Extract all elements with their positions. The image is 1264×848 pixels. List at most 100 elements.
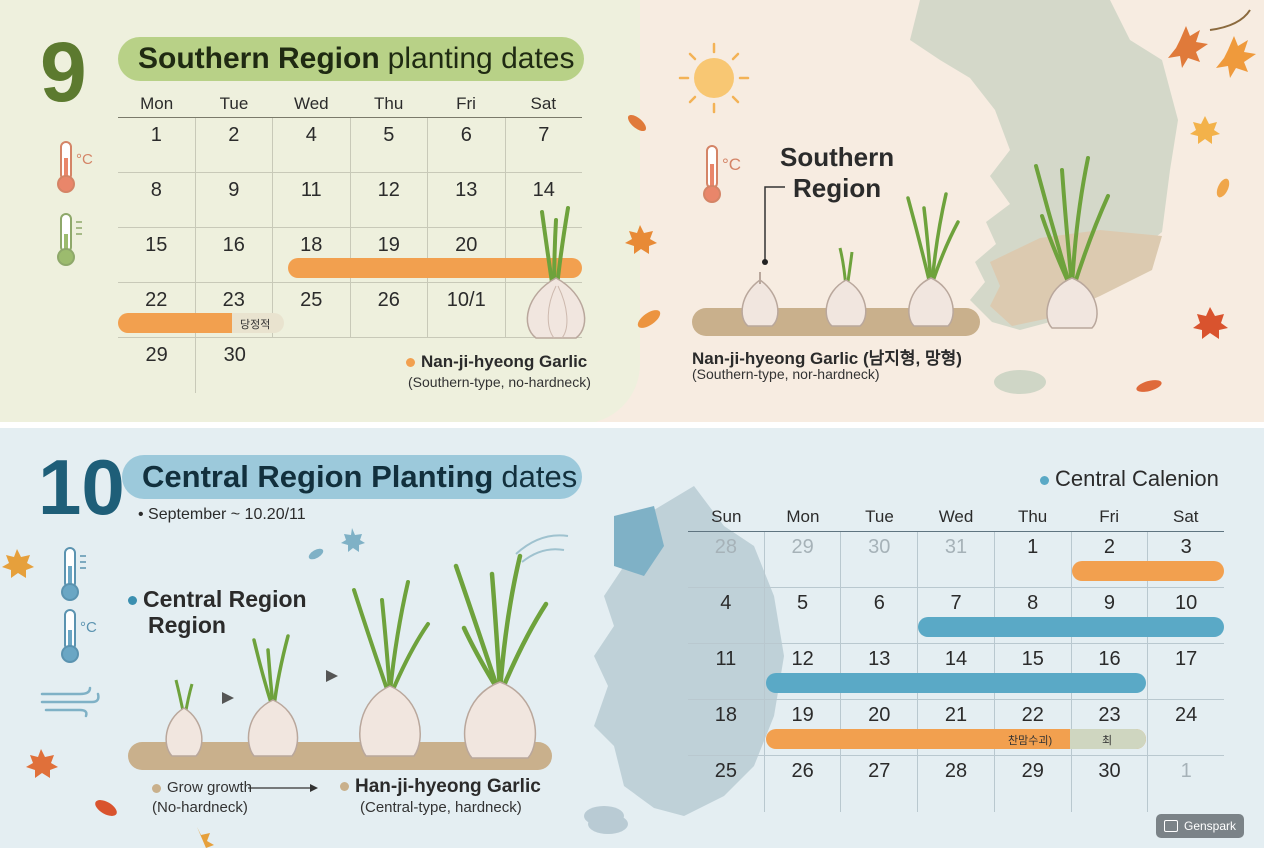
garlic-bulb-icon <box>352 580 430 757</box>
maple-leaf-icon <box>1193 307 1228 339</box>
grow-label: Grow growth <box>152 779 252 796</box>
celsius-label: °C <box>722 155 741 174</box>
maple-leaf-icon <box>2 549 34 578</box>
planting-period-bar <box>1072 561 1224 581</box>
weekday-thu: Thu <box>1017 507 1048 526</box>
calendar-day-cell: 12 <box>763 644 841 699</box>
southern-planting-title: Southern Region planting dates <box>118 37 584 81</box>
calendar-day-cell: 14 <box>917 644 994 699</box>
legend-subtitle: (Southern-type, no-hardneck) <box>408 374 591 390</box>
garlic-bulb-icon <box>1034 156 1110 329</box>
calendar-day-cell: 30 <box>195 338 273 393</box>
calendar-day-cell: 6 <box>840 588 917 643</box>
calendar-day-cell: 17 <box>1147 644 1224 699</box>
weekday-tue: Tue <box>219 94 249 113</box>
celsius-label: °C <box>76 151 93 168</box>
calendar-week-row: 15 16 18 19 20 <box>118 228 582 283</box>
title-rest: planting dates <box>387 42 575 75</box>
calendar-day-cell: 28 <box>714 536 737 558</box>
garlic-bulb-icon <box>825 247 867 327</box>
calendar-day-cell <box>504 283 583 337</box>
southern-map-legend-sub: (Southern-type, nor-hardneck) <box>692 366 880 382</box>
note-tag <box>232 313 284 333</box>
central-garlic-legend: Han-ji-hyeong Garlic <box>340 776 541 798</box>
calendar-day-cell: 27 <box>840 756 917 812</box>
central-planting-title: Central Region Planting dates <box>122 455 582 499</box>
bar-note: 당정적 <box>240 319 271 331</box>
calendar-day-cell: 9 <box>194 173 273 227</box>
thermometer-icon <box>61 547 86 601</box>
calendar-week-row: 18 19 20 21 22 23 24 <box>688 700 1224 756</box>
genspark-watermark[interactable]: Genspark <box>1156 814 1244 838</box>
october-calendar: Sun Mon Tue Wed Thu Fri Sat 28 29 30 31 1 2 3 4… <box>688 500 1224 812</box>
calendar-day-cell: 8 <box>150 179 162 201</box>
genspark-logo-icon <box>1164 820 1178 832</box>
weekday-wed: Wed <box>293 94 329 113</box>
calendar-day-cell <box>273 338 350 393</box>
calendar-day-cell: 12 <box>349 173 428 227</box>
calendar-day-cell: 26 <box>349 283 428 337</box>
leaf-icon <box>308 528 365 560</box>
calendar-day-cell: 5 <box>349 118 428 172</box>
calendar-day-cell: 14 <box>504 173 583 227</box>
calendar-day-cell: 23 <box>194 283 273 337</box>
calendar-day-cell: 3 <box>1147 532 1224 587</box>
calendar-day-cell: 16 <box>194 228 273 282</box>
garlic-bulb-icon <box>247 634 299 757</box>
label-line-1: Southern <box>780 142 895 172</box>
calendar-day-cell: 22 <box>145 289 168 311</box>
sun-icon <box>678 42 750 114</box>
section-divider <box>0 422 1264 428</box>
planting-period-bar <box>918 617 1224 637</box>
calendar-day-cell: 10/1 <box>427 283 505 337</box>
leader-line <box>762 186 785 265</box>
southern-region-label: Southern Region <box>780 142 894 204</box>
weekday-thu: Thu <box>374 94 404 113</box>
bar-note: 최 <box>1102 735 1113 747</box>
calendar-day-cell: 8 <box>993 588 1071 643</box>
calendar-day-cell: 24 <box>1147 700 1224 755</box>
calendar-day-cell: 15 <box>993 644 1071 699</box>
calendar-day-cell: 31 <box>917 532 994 587</box>
grow-label-text: Grow growth <box>167 779 253 796</box>
weekday-fri: Fri <box>1099 507 1120 526</box>
weekday-sat: Sat <box>1172 507 1199 526</box>
calendar-day-cell: 13 <box>427 173 505 227</box>
calendar-day-cell: 29 <box>993 756 1071 812</box>
arrow-right-icon <box>248 784 318 792</box>
maple-leaf-icon <box>26 749 58 778</box>
label-dot <box>128 596 137 606</box>
weekday-tue: Tue <box>865 507 894 526</box>
calendar-week-row: 29 30 <box>118 338 582 393</box>
weekday-wed: Wed <box>938 507 974 526</box>
note-tag <box>1070 729 1146 749</box>
celsius-label: °C <box>80 619 97 636</box>
thermometer-icon: °C <box>61 609 97 663</box>
weekday-fri: Fri <box>456 94 476 113</box>
legend-title: Han-ji-hyeong Garlic <box>355 776 541 797</box>
leaf-icon <box>637 310 661 328</box>
caption-text: Central Calenion <box>1055 466 1219 491</box>
calendar-day-cell: 15 <box>145 234 168 256</box>
garlic-bulb-icon <box>906 192 960 327</box>
calendar-day-cell: 30 <box>840 532 917 587</box>
calendar-day-cell: 21 <box>917 700 994 755</box>
calendar-day-cell: 29 <box>763 532 841 587</box>
calendar-header: Mon Tue Wed Thu Fri Sat <box>118 90 582 118</box>
leaf-icon <box>95 800 117 816</box>
calendar-week-row: 28 29 30 31 1 2 3 <box>688 532 1224 588</box>
arrow-right-icon <box>222 692 234 704</box>
planting-period-bar <box>766 729 1146 749</box>
title-bold: Southern Region <box>138 42 380 75</box>
calendar-day-cell: 18 <box>714 704 737 726</box>
legend-dot <box>340 782 349 792</box>
korea-map-central <box>584 486 784 826</box>
wind-leaf-icon <box>515 534 569 563</box>
calendar-header: Sun Mon Tue Wed Thu Fri Sat <box>688 500 1224 532</box>
label-line-1: Central Region <box>143 586 307 612</box>
leaf-icon <box>1216 178 1230 198</box>
legend-dot <box>406 358 415 368</box>
central-calendar-caption: Central Calenion <box>1040 466 1219 492</box>
calendar-day-cell: 28 <box>917 756 994 812</box>
